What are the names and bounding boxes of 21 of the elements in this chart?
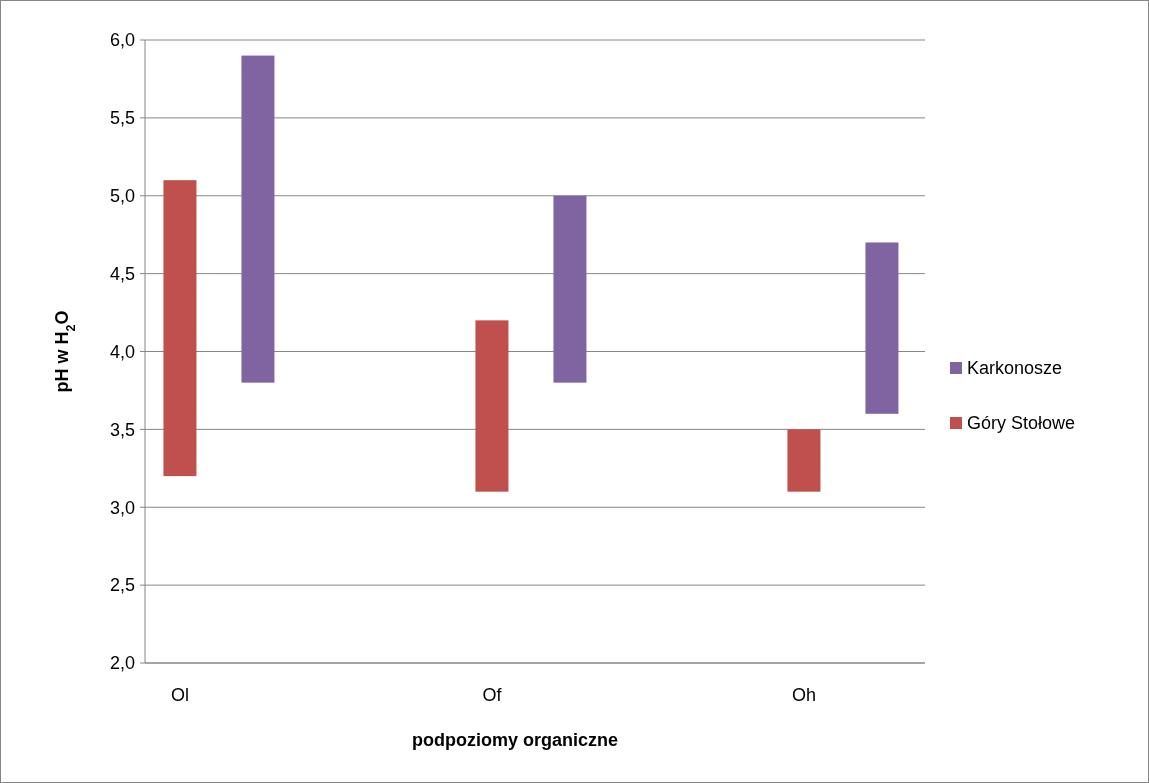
bar — [163, 180, 197, 477]
x-axis-title: podpoziomy organiczne — [411, 730, 619, 750]
bar — [787, 429, 821, 492]
bar — [475, 320, 509, 492]
bar — [865, 242, 899, 414]
x-tick-label: Of — [482, 685, 503, 705]
y-tick-label: 3,0 — [109, 497, 135, 518]
y-tick-label: 4,5 — [109, 263, 135, 284]
y-tick-label: 2,5 — [109, 575, 135, 596]
x-tick-label: Ol — [170, 685, 189, 705]
bar — [241, 55, 275, 383]
y-tick-label: 2,0 — [109, 653, 135, 674]
y-tick-label: 3,5 — [109, 419, 135, 440]
y-tick-label: 5,0 — [109, 186, 135, 207]
y-tick-label: 4,0 — [109, 341, 135, 362]
legend-label: Karkonosze — [967, 358, 1063, 379]
y-tick-label: 5,5 — [109, 108, 135, 129]
y-tick-label: 6,0 — [109, 30, 135, 51]
legend-label: Góry Stołowe — [967, 413, 1076, 434]
bar — [553, 195, 587, 383]
x-tick-label: Oh — [791, 685, 816, 705]
